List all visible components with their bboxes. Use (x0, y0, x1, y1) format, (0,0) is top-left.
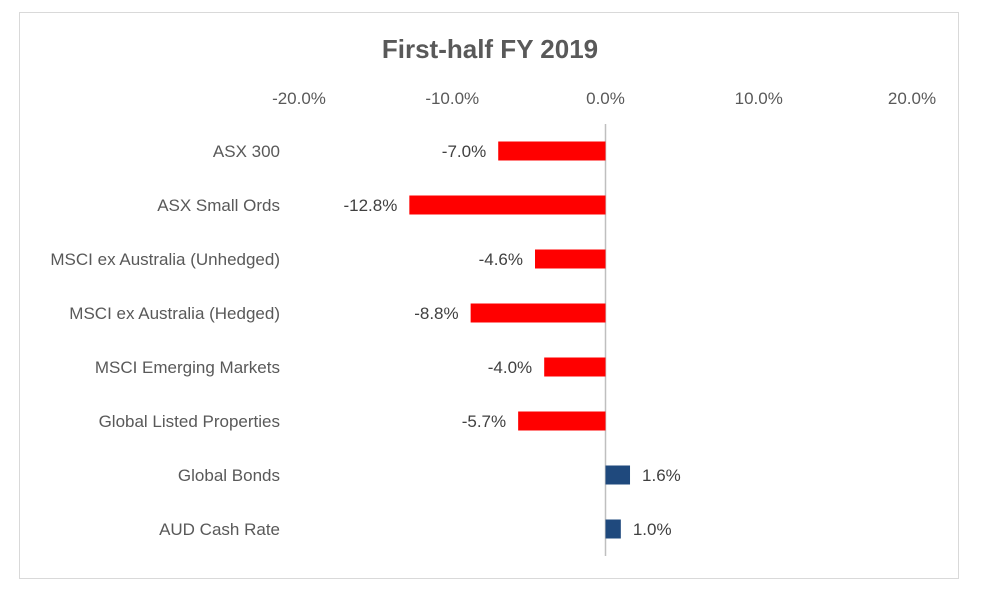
category-label: ASX 300 (213, 142, 280, 161)
category-label: AUD Cash Rate (159, 520, 280, 539)
data-label: -8.8% (414, 304, 458, 323)
x-tick-label: 10.0% (735, 89, 783, 108)
category-label: ASX Small Ords (157, 196, 280, 215)
data-label: -4.0% (488, 358, 532, 377)
data-label: -4.6% (479, 250, 523, 269)
category-label: MSCI ex Australia (Hedged) (69, 304, 280, 323)
x-tick-label: -10.0% (425, 89, 479, 108)
bar-msci-emerging-markets (544, 357, 606, 377)
chart-frame (19, 12, 959, 579)
category-label: Global Listed Properties (99, 412, 280, 431)
data-labels: -7.0% -12.8% -4.6% -8.8% -4.0% -5.7% 1.6% 1.0% (343, 142, 680, 539)
x-tick-label: 20.0% (888, 89, 936, 108)
bars-group (409, 141, 631, 539)
bar-msci-ex-australia-unhedged (535, 249, 606, 269)
x-tick-label: 0.0% (586, 89, 625, 108)
data-label: 1.0% (633, 520, 672, 539)
bar-msci-ex-australia-hedged (470, 303, 606, 323)
bar-asx-300 (498, 141, 606, 161)
data-label: -5.7% (462, 412, 506, 431)
category-labels: ASX 300 ASX Small Ords MSCI ex Australia (… (50, 142, 280, 539)
bar-asx-small-ords (409, 195, 606, 215)
category-label: MSCI Emerging Markets (95, 358, 280, 377)
x-axis-ticks: -20.0% -10.0% 0.0% 10.0% 20.0% (272, 89, 936, 108)
bar-global-bonds (605, 465, 631, 485)
category-label: Global Bonds (178, 466, 280, 485)
data-label: -12.8% (343, 196, 397, 215)
category-label: MSCI ex Australia (Unhedged) (50, 250, 280, 269)
data-label: -7.0% (442, 142, 486, 161)
chart-title: First-half FY 2019 (382, 34, 598, 64)
data-label: 1.6% (642, 466, 681, 485)
bar-global-listed-properties (518, 411, 606, 431)
bar-aud-cash-rate (605, 519, 621, 539)
x-tick-label: -20.0% (272, 89, 326, 108)
